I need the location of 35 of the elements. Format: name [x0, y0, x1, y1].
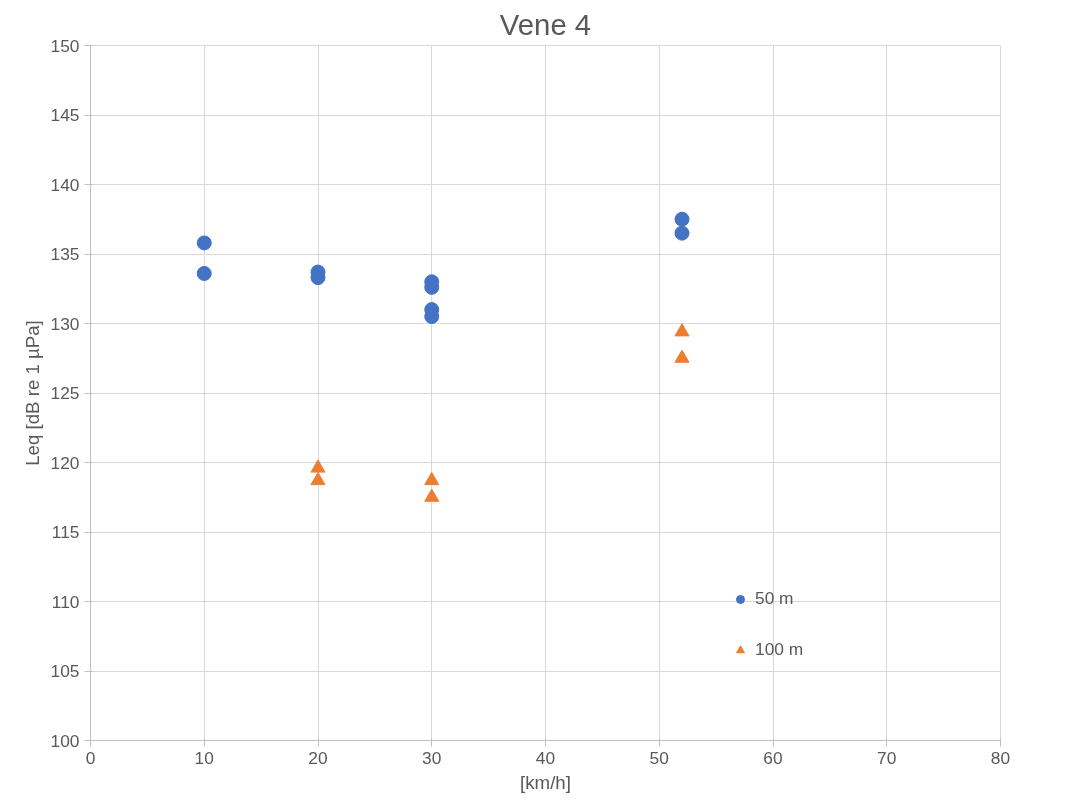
y-tick-label: 140: [50, 174, 80, 195]
y-tick-label: 110: [51, 591, 80, 612]
x-tick-label: 10: [194, 747, 214, 768]
y-tick-label: 135: [50, 244, 80, 264]
x-tick-label: 40: [535, 747, 556, 768]
x-tick-label: 30: [422, 747, 442, 768]
x-tick-label: 0: [85, 747, 96, 768]
x-tick-label: 80: [990, 747, 1011, 768]
x-tick-label: 70: [877, 747, 897, 768]
point: [674, 323, 690, 337]
x-tick-label: 50: [649, 747, 669, 768]
point: [424, 471, 440, 486]
y-tick-label: 145: [50, 105, 80, 125]
x-tick-label: 60: [763, 747, 783, 768]
point: [310, 471, 326, 486]
y-axis-title: Leq [dB re 1 µPa]: [21, 320, 43, 466]
y-tick-label: 130: [50, 313, 80, 334]
y-tick-label: 120: [50, 452, 80, 473]
point: [424, 488, 440, 502]
point: [674, 211, 690, 227]
x-tick-label: 20: [308, 747, 328, 768]
legend-label: 50 m: [755, 588, 794, 609]
point: [674, 349, 690, 363]
point: [196, 235, 212, 251]
point: [196, 265, 212, 281]
x-axis-title: [km/h]: [520, 771, 571, 793]
point: [674, 225, 690, 241]
y-tick-label: 125: [50, 383, 80, 403]
point: [310, 459, 326, 473]
legend-label: 100 m: [755, 639, 804, 660]
y-tick-label: 115: [51, 522, 80, 542]
y-tick-label: 100: [50, 730, 80, 751]
y-tick-label: 150: [50, 35, 80, 56]
y-tick-label: 105: [50, 661, 80, 681]
chart-title: Vene 4: [499, 7, 592, 41]
